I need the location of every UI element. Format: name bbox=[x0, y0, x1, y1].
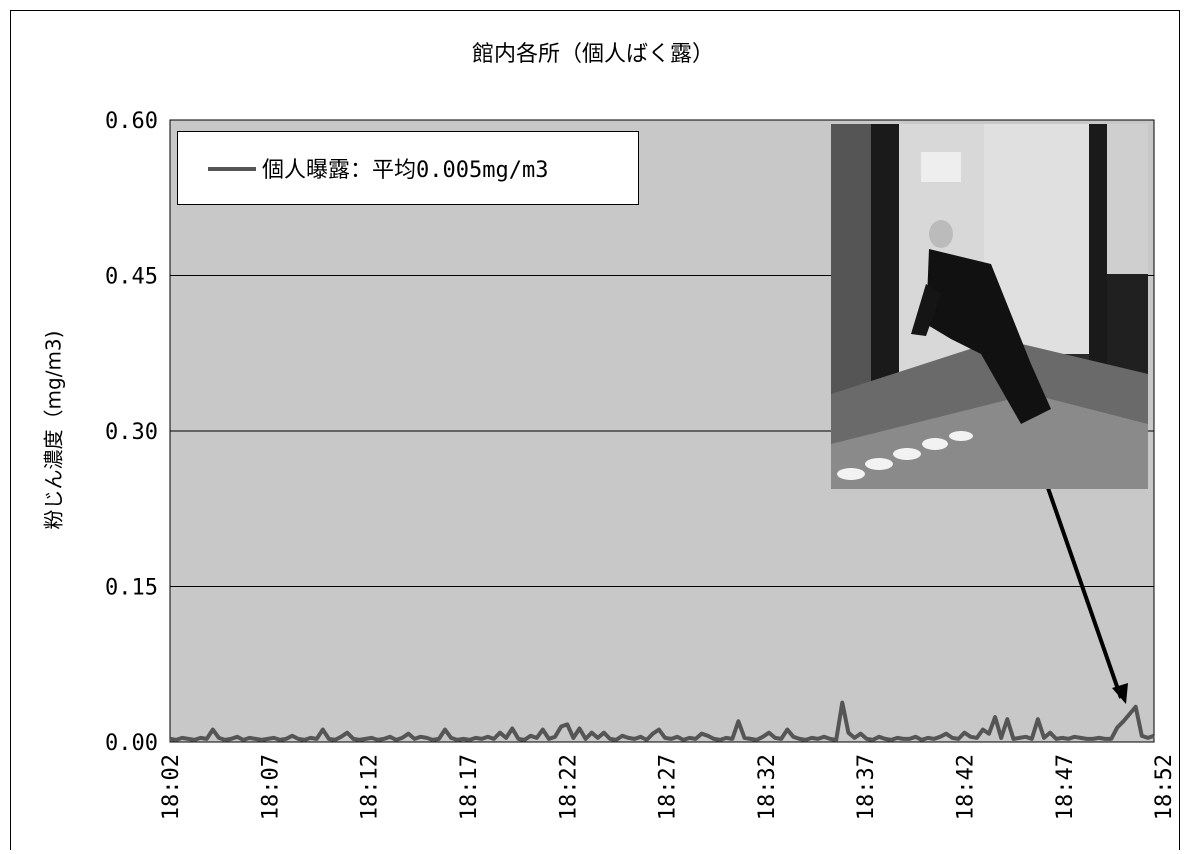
inset-photo bbox=[831, 124, 1148, 489]
y-tick-label: 0.60 bbox=[105, 109, 158, 134]
annotation-arrow bbox=[1046, 487, 1128, 704]
legend-swatch bbox=[208, 167, 256, 171]
x-tick-label: 18:22 bbox=[556, 754, 581, 820]
x-tick-label: 18:47 bbox=[1053, 754, 1078, 820]
x-tick-labels: 18:02 18:07 18:12 18:17 18:22 18:27 18:32 18:37… bbox=[159, 754, 1177, 820]
x-tick-label: 18:17 bbox=[457, 754, 482, 820]
y-tick-label: 0.30 bbox=[105, 420, 158, 445]
x-tick-label: 18:12 bbox=[358, 754, 383, 820]
x-tick-label: 18:37 bbox=[854, 754, 879, 820]
x-tick-label: 18:32 bbox=[755, 754, 780, 820]
y-tick-label: 0.15 bbox=[105, 576, 158, 601]
chart-frame bbox=[10, 10, 1180, 850]
x-tick-label: 18:07 bbox=[258, 754, 283, 820]
y-tick-label: 0.45 bbox=[105, 265, 158, 290]
y-tick-label: 0.00 bbox=[105, 731, 158, 756]
series-line bbox=[169, 700, 1155, 742]
x-tick-label: 18:02 bbox=[159, 754, 184, 820]
legend-label: 個人曝露：平均0.005mg/m3 bbox=[262, 158, 549, 183]
x-tick-label: 18:27 bbox=[656, 754, 681, 820]
legend: 個人曝露：平均0.005mg/m3 bbox=[177, 131, 639, 205]
x-tick-label: 18:42 bbox=[954, 754, 979, 820]
chart-title: 館内各所（個人ばく露） bbox=[471, 42, 714, 67]
y-tick-labels: 0.00 0.15 0.30 0.45 0.60 bbox=[105, 109, 158, 756]
x-tick-label: 18:52 bbox=[1152, 754, 1177, 820]
